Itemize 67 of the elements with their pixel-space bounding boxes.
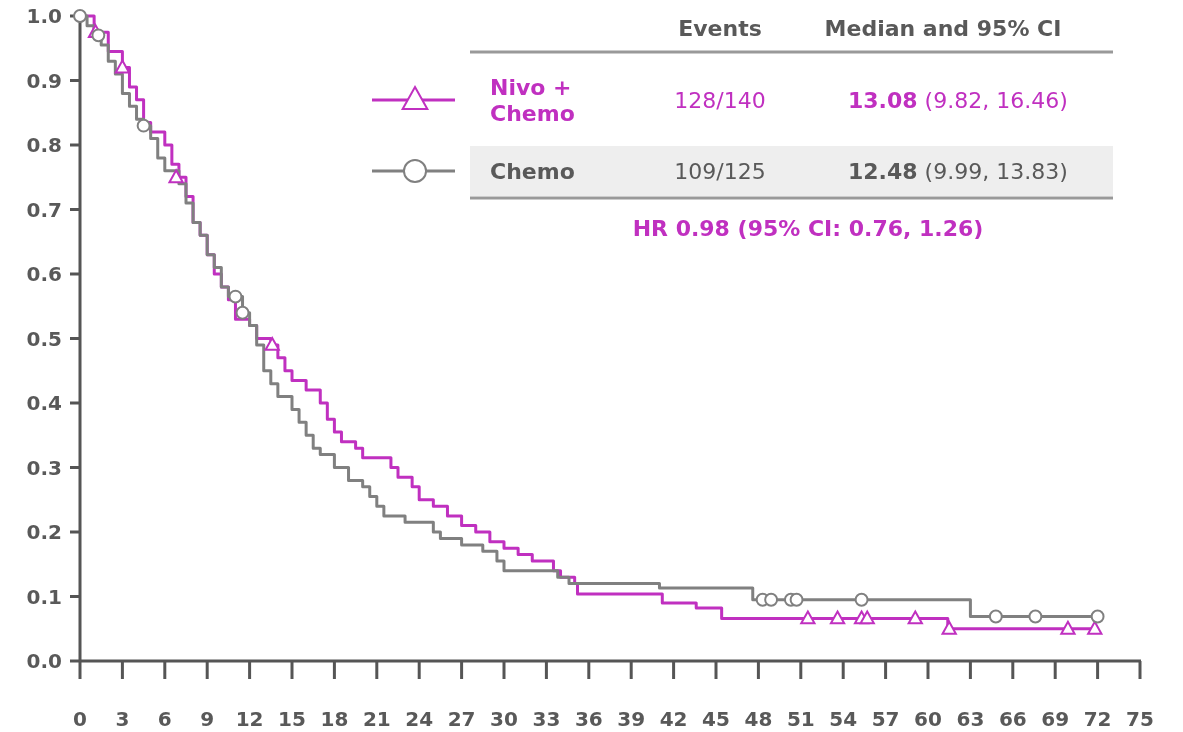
point	[988, 609, 1003, 624]
legend-label: Chemo	[490, 159, 575, 184]
point	[859, 610, 875, 625]
text: 1.0	[26, 4, 62, 28]
x-tick-label: 3	[115, 707, 130, 731]
annotation: 109/125	[674, 159, 766, 184]
y-tick-label: 0.8	[26, 133, 62, 157]
x-tick-label: 30	[490, 707, 518, 731]
x-tick-label: 36	[574, 707, 603, 731]
point	[800, 610, 816, 625]
annotation: Events	[678, 16, 762, 41]
x-tick-label: 24	[405, 707, 434, 731]
x-tick-label: 21	[362, 707, 391, 731]
y-tick-label: 0.9	[26, 68, 62, 93]
x-tick-label: 18	[320, 707, 349, 731]
annotation: 128/140	[674, 88, 766, 113]
annotation: Median and 95% CI	[824, 16, 1062, 41]
x-tick-label: 15	[278, 707, 306, 731]
annotation: (9.99, 13.83)	[917, 159, 1068, 184]
point	[941, 620, 957, 635]
legend-label: Nivo + Chemo	[490, 75, 575, 126]
y-tick-label: 0.6	[26, 262, 62, 286]
annotation: 13.08	[848, 88, 918, 113]
x-tick-label: 66	[998, 707, 1027, 731]
point	[829, 610, 846, 625]
x-tick-label: 48	[744, 707, 773, 731]
annotation: 12.48	[848, 159, 918, 184]
x-tick-label: 9	[200, 707, 215, 731]
point	[1060, 620, 1076, 635]
x-tick-label: 60	[914, 707, 942, 731]
y-tick-label: 0.7	[26, 197, 62, 222]
point	[1028, 609, 1043, 624]
y-tick-label: 0.4	[26, 391, 62, 415]
y-tick-label: 0.3	[26, 455, 62, 480]
text: 0.0	[26, 649, 62, 673]
x-tick-label: 63	[956, 707, 985, 731]
point	[1087, 620, 1103, 635]
x-tick-label: 69	[1041, 707, 1070, 731]
point	[168, 169, 184, 184]
point	[854, 592, 869, 607]
x-tick-label: 51	[786, 707, 815, 731]
point	[789, 592, 804, 607]
point	[907, 610, 923, 625]
x-tick-label: 57	[871, 707, 900, 731]
y-tick-label: 0.5	[26, 326, 62, 351]
x-tick-label: 75	[1126, 707, 1154, 731]
point	[1090, 609, 1105, 624]
y-tick-label: 0.2	[26, 520, 62, 544]
point	[228, 289, 243, 304]
annotation: (9.82, 16.46)	[917, 88, 1068, 113]
x-tick-label: 33	[532, 707, 561, 731]
point	[136, 118, 151, 133]
x-tick-label: 12	[235, 707, 264, 731]
x-tick-label: 45	[702, 707, 730, 731]
y-tick-label: 0.1	[26, 584, 62, 609]
x-tick-label: 0	[73, 707, 87, 731]
x-tick-label: 42	[659, 707, 688, 731]
point	[91, 28, 106, 43]
x-tick-label: 27	[447, 707, 476, 731]
x-tick-label: 72	[1083, 707, 1112, 731]
point	[764, 592, 779, 607]
x-tick-label: 54	[829, 707, 858, 731]
annotation: HR 0.98 (95% CI: 0.76, 1.26)	[632, 216, 984, 241]
x-tick-label: 6	[157, 707, 172, 731]
point	[235, 305, 250, 320]
point	[264, 336, 280, 351]
x-tick-label: 39	[617, 707, 646, 731]
